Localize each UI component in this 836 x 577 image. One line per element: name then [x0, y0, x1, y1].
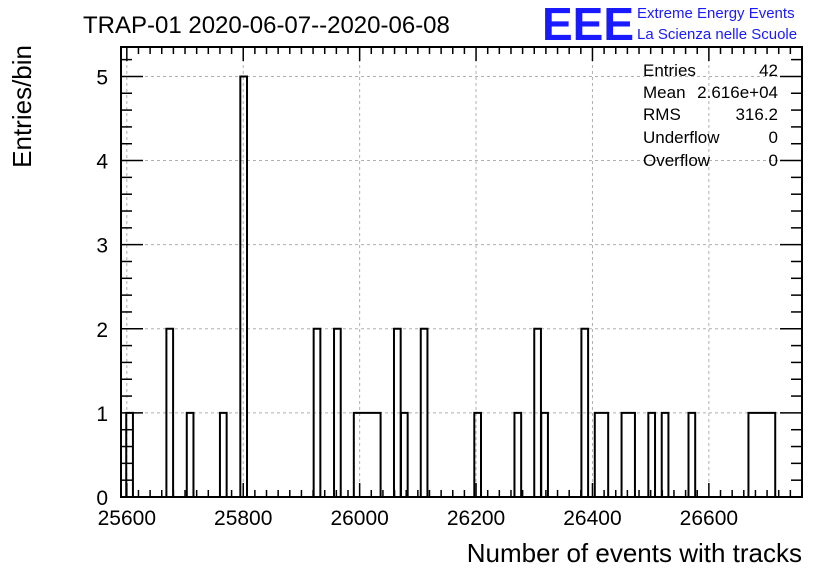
x-tick-label: 25800 — [214, 507, 272, 530]
chart-title: TRAP-01 2020-06-07--2020-06-08 — [83, 12, 450, 39]
histogram-bin — [580, 327, 590, 497]
x-tick-label: 25600 — [98, 507, 156, 530]
histogram-bin — [473, 411, 482, 497]
plot-frame — [120, 46, 803, 498]
histogram-bin — [239, 75, 249, 497]
histogram-bin — [399, 411, 409, 497]
histogram-bin — [747, 411, 777, 497]
stat-underflow-value: 0 — [769, 128, 778, 147]
stat-entries-value: 42 — [759, 61, 778, 80]
axis-ticks: 25600 25800 26000 26200 26400 26600 0 1 2 3 4 5 — [96, 47, 802, 530]
logo-mark: EEE — [542, 0, 634, 50]
histogram-bin — [647, 411, 657, 497]
y-tick-label: 4 — [96, 151, 108, 174]
y-tick-label: 0 — [96, 487, 108, 510]
x-tick-label: 26600 — [680, 507, 738, 530]
histogram-bin — [620, 411, 636, 497]
logo-line-2: La Scienza nelle Scuole — [637, 26, 797, 43]
y-tick-label: 3 — [96, 235, 108, 258]
histogram-bin — [218, 411, 228, 497]
y-tick-label: 1 — [96, 403, 108, 426]
histogram-bin — [513, 411, 523, 497]
stats-box: Entries 42 Mean 2.616e+04 RMS 316.2 Unde… — [643, 61, 778, 170]
stat-rms-label: RMS — [643, 105, 681, 124]
stat-overflow-label: Overflow — [643, 151, 711, 170]
histogram-bin — [185, 411, 195, 497]
histogram-bin — [593, 411, 610, 497]
x-tick-label: 26400 — [563, 507, 621, 530]
logo-line-1: Extreme Energy Events — [637, 5, 795, 22]
eee-logo: EEE Extreme Energy Events La Scienza nel… — [542, 0, 797, 50]
stat-mean-value: 2.616e+04 — [697, 83, 778, 102]
histogram-bin — [333, 327, 342, 497]
y-tick-label: 5 — [96, 66, 108, 89]
histogram-bars — [125, 75, 777, 497]
histogram-bin — [165, 327, 175, 497]
histogram-bin — [687, 411, 697, 497]
histogram-bin — [419, 327, 429, 497]
grid-lines — [121, 47, 802, 497]
histogram-bin — [312, 327, 322, 497]
stat-entries-label: Entries — [643, 61, 696, 80]
stat-underflow-label: Underflow — [643, 128, 720, 147]
y-tick-label: 2 — [96, 319, 108, 342]
stat-rms-value: 316.2 — [735, 105, 778, 124]
x-tick-label: 26200 — [447, 507, 505, 530]
y-axis-label: Entries/bin — [7, 45, 37, 168]
x-axis-label: Number of events with tracks — [467, 538, 802, 568]
x-tick-label: 26000 — [330, 507, 388, 530]
stat-mean-label: Mean — [643, 83, 686, 102]
stat-overflow-value: 0 — [769, 151, 778, 170]
histogram-bin — [540, 411, 549, 497]
histogram-bin — [352, 411, 382, 497]
histogram-bin — [660, 411, 670, 497]
